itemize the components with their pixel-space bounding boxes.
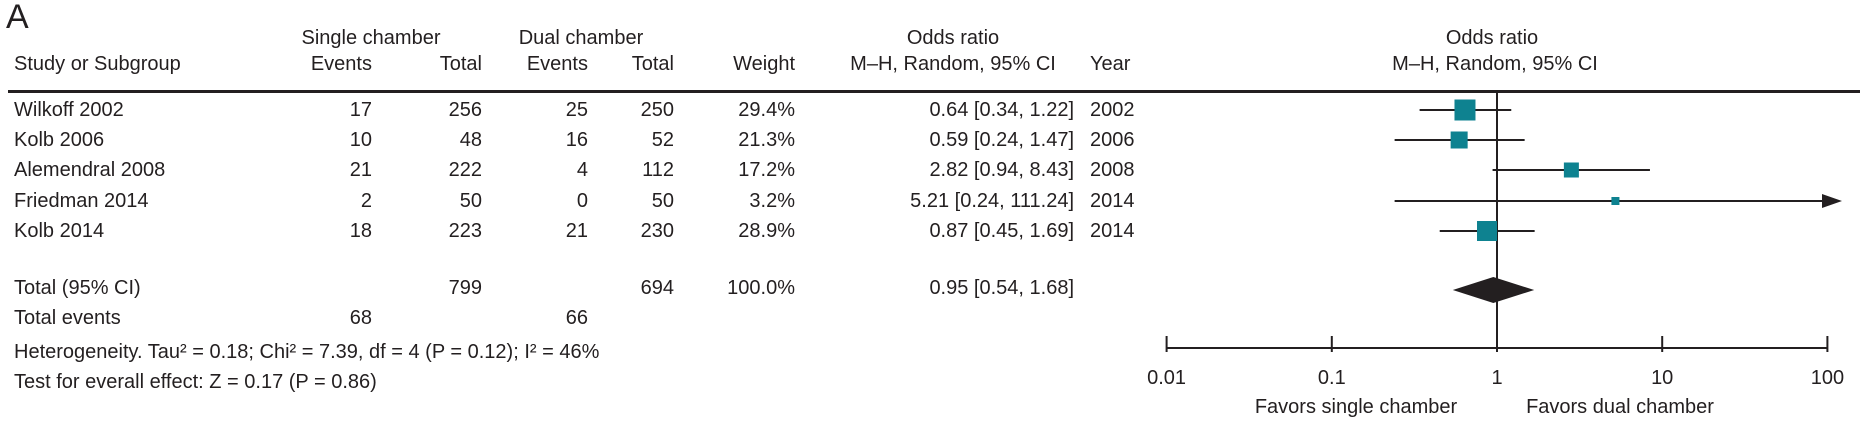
or-ci-cell: 0.64 [0.34, 1.22] — [929, 99, 1074, 121]
weight-cell: 28.9% — [738, 220, 795, 242]
single-total-cell: 222 — [448, 159, 482, 181]
single-total-cell: 256 — [448, 99, 482, 121]
x-axis-tick-label: 0.01 — [1147, 367, 1186, 389]
dual-events-cell: 25 — [565, 99, 588, 121]
favors-left-label: Favors single chamber — [1254, 396, 1458, 418]
dual-events-cell: 0 — [576, 190, 588, 212]
total-row: Total (95% CI) 799 694 100.0% 0.95 [0.54… — [0, 277, 1868, 301]
or-ci-cell: 0.59 [0.24, 1.47] — [929, 129, 1074, 151]
or-point-square — [1563, 162, 1579, 178]
table-row: Friedman 2014 2 50 0 50 3.2% 5.21 [0.24, 111.2… — [0, 190, 1868, 214]
overall-effect-text: Test for everall effect: Z = 0.17 (P = 0… — [14, 371, 377, 393]
x-axis-tick-label: 0.1 — [1318, 367, 1346, 389]
dual-events-cell: 4 — [576, 159, 588, 181]
group-header-single: Single chamber — [301, 27, 441, 49]
total-or-ci: 0.95 [0.54, 1.68] — [929, 277, 1074, 299]
total-single-total: 799 — [448, 277, 482, 299]
or-point-square — [1454, 99, 1476, 121]
x-axis-tick-label: 100 — [1811, 367, 1844, 389]
year-column-header: Year — [1090, 53, 1131, 75]
weight-column-header: Weight — [733, 53, 795, 75]
weight-cell: 21.3% — [738, 129, 795, 151]
dual-total-cell: 50 — [651, 190, 674, 212]
dual-events-cell: 21 — [565, 220, 588, 242]
odds-ratio-header-plot: Odds ratio — [1445, 27, 1539, 49]
summary-diamond — [1452, 277, 1535, 303]
dual-events-header: Events — [526, 53, 588, 75]
total-weight: 100.0% — [727, 277, 795, 299]
dual-events-cell: 16 — [565, 129, 588, 151]
total-events-dual: 66 — [565, 307, 588, 329]
total-label: Total (95% CI) — [14, 277, 141, 299]
dual-total-cell: 112 — [642, 159, 674, 181]
x-axis-tick-label: 1 — [1491, 367, 1502, 389]
favors-right-label: Favors dual chamber — [1526, 396, 1714, 418]
total-events-single: 68 — [349, 307, 372, 329]
or-ci-cell: 5.21 [0.24, 111.24] — [910, 190, 1074, 212]
or-ci-cell: 2.82 [0.94, 8.43] — [929, 159, 1074, 181]
single-total-header: Total — [439, 53, 482, 75]
dual-total-header: Total — [631, 53, 674, 75]
single-total-cell: 48 — [459, 129, 482, 151]
or-ci-cell: 0.87 [0.45, 1.69] — [929, 220, 1074, 242]
heterogeneity-text: Heterogeneity. Tau² = 0.18; Chi² = 7.39,… — [14, 341, 600, 363]
single-total-cell: 50 — [459, 190, 482, 212]
study-name-cell: Kolb 2006 — [14, 129, 105, 151]
weight-cell: 3.2% — [749, 190, 795, 212]
study-name-cell: Friedman 2014 — [14, 190, 149, 212]
year-cell: 2008 — [1090, 159, 1135, 181]
ci-arrowhead — [1822, 194, 1842, 208]
year-cell: 2014 — [1090, 220, 1135, 242]
single-events-cell: 18 — [349, 220, 372, 242]
year-cell: 2006 — [1090, 129, 1135, 151]
table-row: Kolb 2014 18 223 21 230 28.9% 0.87 [0.45, 1.69… — [0, 220, 1868, 244]
single-events-cell: 10 — [349, 129, 372, 151]
weight-cell: 17.2% — [738, 159, 795, 181]
table-row: Kolb 2006 10 48 16 52 21.3% 0.59 [0.24, 1.47] 2… — [0, 129, 1868, 153]
panel-label: A — [6, 0, 29, 36]
study-name-cell: Alemendral 2008 — [14, 159, 166, 181]
or-point-square — [1611, 197, 1620, 205]
odds-ratio-header-table: Odds ratio — [906, 27, 1000, 49]
year-cell: 2002 — [1090, 99, 1135, 121]
group-header-dual: Dual chamber — [518, 27, 644, 49]
x-axis-tick-label: 10 — [1651, 367, 1673, 389]
table-row: Wilkoff 2002 17 256 25 250 29.4% 0.64 [0.34, 1… — [0, 99, 1868, 123]
dual-total-cell: 250 — [640, 99, 674, 121]
study-name-cell: Kolb 2014 — [14, 220, 105, 242]
year-cell: 2014 — [1090, 190, 1135, 212]
total-events-row: Total events 68 66 — [0, 307, 1868, 331]
single-events-cell: 2 — [360, 190, 372, 212]
header-divider — [8, 90, 1860, 93]
single-total-cell: 223 — [448, 220, 482, 242]
or-point-square — [1477, 221, 1498, 241]
mh-random-header-plot: M–H, Random, 95% CI — [1392, 53, 1598, 75]
total-events-label: Total events — [14, 307, 121, 329]
weight-cell: 29.4% — [738, 99, 795, 121]
mh-random-header-table: M–H, Random, 95% CI — [850, 53, 1056, 75]
single-events-cell: 21 — [349, 159, 372, 181]
single-events-header: Events — [310, 53, 372, 75]
or-point-square — [1450, 131, 1468, 149]
single-events-cell: 17 — [349, 99, 372, 121]
table-row: Alemendral 2008 21 222 4 112 17.2% 2.82 [0.94,… — [0, 159, 1868, 183]
total-dual-total: 694 — [640, 277, 674, 299]
dual-total-cell: 230 — [640, 220, 674, 242]
dual-total-cell: 52 — [651, 129, 674, 151]
study-name-cell: Wilkoff 2002 — [14, 99, 124, 121]
study-column-header: Study or Subgroup — [14, 53, 181, 75]
